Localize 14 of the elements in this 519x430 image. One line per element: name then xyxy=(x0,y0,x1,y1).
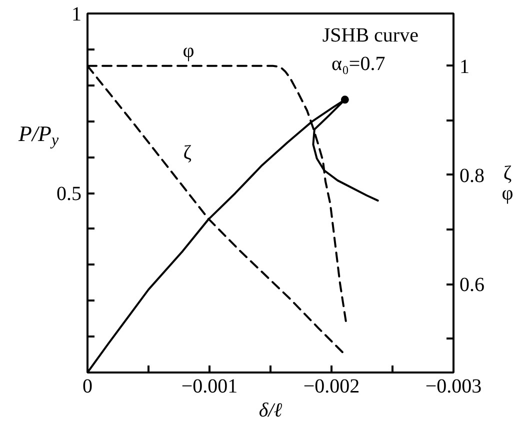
y2-tick-label: 1 xyxy=(460,56,470,78)
x-axis-title: δ/ℓ xyxy=(258,400,283,422)
x-tick-label: −0.002 xyxy=(303,376,360,398)
series-label: φ xyxy=(182,40,194,62)
annotation: α₀=0.7 xyxy=(331,52,386,75)
y2-tick-label: 0.8 xyxy=(460,164,484,187)
y2-tick-label: 0.6 xyxy=(460,274,484,296)
x-tick-label: −0.001 xyxy=(181,376,238,398)
x-tick-label: −0.003 xyxy=(425,376,482,398)
y2-axis-title: ζ φ xyxy=(502,162,514,205)
x-tick-label: 0 xyxy=(82,376,92,398)
y-tick-label: 0.5 xyxy=(56,183,82,205)
series-label: ζ xyxy=(183,142,192,164)
annotation: JSHB curve xyxy=(322,24,419,46)
